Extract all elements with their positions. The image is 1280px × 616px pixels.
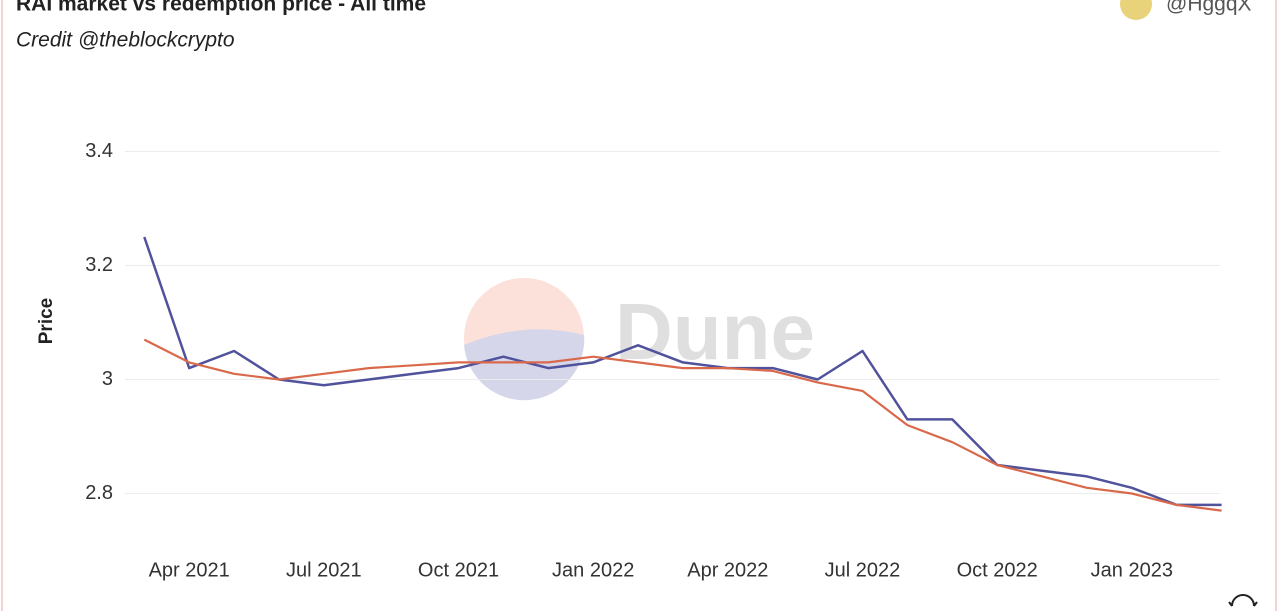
y-tick-label: 3.2 bbox=[85, 254, 113, 276]
y-tick-label: 3.4 bbox=[85, 140, 113, 162]
series-line bbox=[143, 236, 1222, 507]
watermark: Dune bbox=[615, 287, 815, 376]
x-tick-label: Jul 2022 bbox=[825, 559, 901, 581]
watermark-logo bbox=[464, 278, 585, 401]
reset-icon[interactable] bbox=[1228, 594, 1258, 607]
x-tick-label: Jan 2022 bbox=[552, 559, 634, 581]
x-tick-label: Oct 2022 bbox=[957, 559, 1038, 581]
author: @HggqX bbox=[1166, 0, 1252, 16]
avatar bbox=[1120, 0, 1152, 20]
y-axis-label: Price bbox=[36, 298, 57, 344]
chart-title: RAI market vs redemption price - All tim… bbox=[16, 0, 426, 16]
x-tick-label: Oct 2021 bbox=[418, 559, 499, 581]
x-tick-label: Jan 2023 bbox=[1091, 559, 1173, 581]
chart-subtitle: Credit @theblockcrypto bbox=[16, 29, 235, 52]
series-line bbox=[143, 338, 1222, 512]
y-tick-label: 2.8 bbox=[85, 482, 113, 504]
x-tick-label: Apr 2021 bbox=[149, 559, 230, 581]
x-tick-label: Apr 2022 bbox=[687, 559, 768, 581]
y-tick-label: 3 bbox=[102, 368, 113, 390]
x-tick-label: Jul 2021 bbox=[286, 559, 362, 581]
